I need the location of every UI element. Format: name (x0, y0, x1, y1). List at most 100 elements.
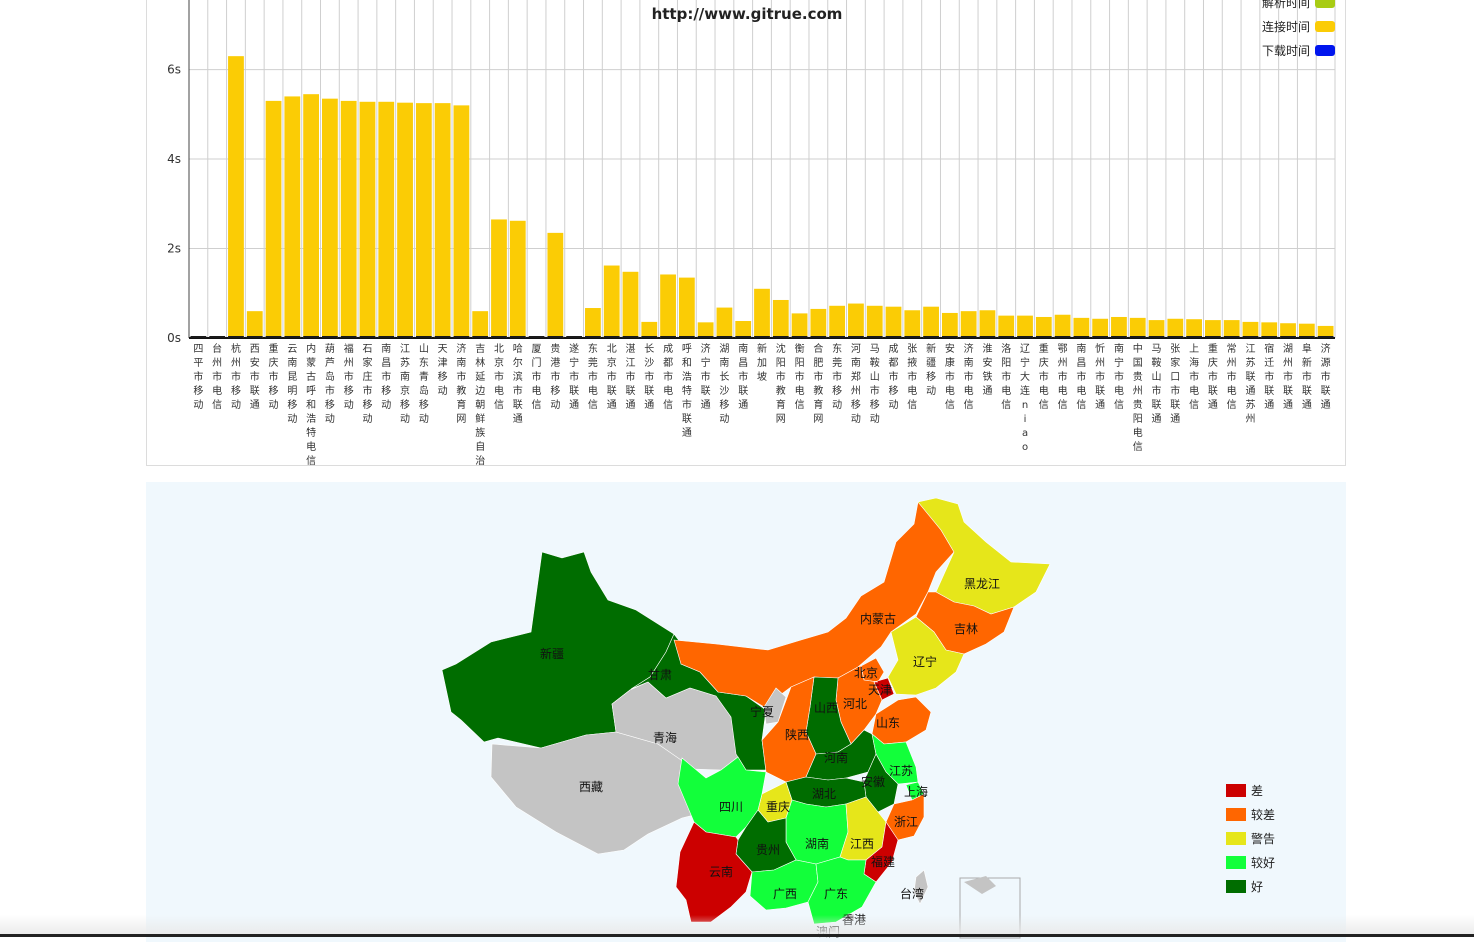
bar[interactable] (1280, 323, 1296, 338)
bar[interactable] (979, 310, 996, 338)
x-tick-label: 天津移动 (438, 344, 448, 397)
bar-baseline (1242, 336, 1259, 338)
x-tick-label: 内蒙古呼和浩特电信 (306, 342, 316, 467)
y-tick-label: 6s (167, 63, 181, 77)
province-广东[interactable] (807, 856, 877, 925)
bar[interactable] (246, 311, 263, 338)
bar[interactable] (415, 103, 432, 338)
bar-baseline (1167, 336, 1184, 338)
bar[interactable] (603, 265, 620, 338)
bar-baseline (1073, 336, 1090, 338)
bar[interactable] (941, 312, 958, 338)
bar[interactable] (265, 100, 282, 338)
x-tick-label: 福州市移动 (344, 342, 354, 411)
province-西藏[interactable] (490, 731, 707, 855)
bar[interactable] (1111, 316, 1127, 338)
bar-baseline (1017, 336, 1033, 338)
bar-baseline (1317, 336, 1334, 338)
bar[interactable] (810, 308, 827, 338)
bar-baseline (829, 336, 846, 338)
bar-baseline (1223, 336, 1240, 338)
bar[interactable] (434, 103, 451, 338)
x-tick-label: 云南昆明移动 (287, 344, 297, 425)
bar[interactable] (1148, 320, 1165, 338)
bar[interactable] (359, 101, 376, 338)
x-tick-label: 石家庄市移动 (362, 344, 372, 425)
bar[interactable] (754, 288, 770, 338)
bar[interactable] (1167, 318, 1184, 338)
bar[interactable] (1054, 314, 1071, 338)
bar[interactable] (509, 220, 526, 338)
bar[interactable] (1242, 321, 1259, 338)
bar[interactable] (904, 310, 921, 338)
bar[interactable] (772, 299, 789, 338)
bar[interactable] (585, 308, 601, 338)
bar-baseline (209, 336, 226, 338)
bar[interactable] (885, 306, 902, 338)
province-label: 福建 (871, 854, 895, 869)
bar[interactable] (735, 321, 752, 338)
chart-title: http://www.gitrue.com (652, 5, 843, 23)
bar[interactable] (1129, 317, 1146, 338)
province-label: 广西 (773, 887, 797, 901)
province-甘肃[interactable] (630, 633, 767, 771)
bar[interactable] (322, 98, 338, 338)
bar-baseline (585, 336, 601, 338)
bar[interactable] (791, 313, 808, 338)
bar[interactable] (491, 219, 507, 338)
bar[interactable] (378, 101, 395, 338)
x-tick-label: 台州市电信 (212, 342, 222, 411)
bar[interactable] (1017, 315, 1033, 338)
bar[interactable] (303, 94, 320, 339)
bar[interactable] (1204, 320, 1221, 338)
x-tick-label: 南昌市电信 (1076, 342, 1086, 411)
bar[interactable] (848, 303, 864, 338)
bar[interactable] (923, 306, 939, 338)
bar[interactable] (960, 311, 977, 338)
bar[interactable] (547, 232, 564, 338)
bar[interactable] (1035, 316, 1052, 338)
bar[interactable] (641, 321, 658, 338)
bar-baseline (1186, 336, 1202, 338)
bar[interactable] (340, 100, 357, 338)
province-宁夏[interactable] (763, 687, 787, 725)
bar[interactable] (1298, 323, 1315, 338)
bar[interactable] (1186, 319, 1202, 338)
bar-baseline (547, 336, 564, 338)
bar[interactable] (716, 307, 733, 338)
bar[interactable] (1073, 317, 1090, 338)
bar[interactable] (866, 305, 883, 338)
bar[interactable] (1261, 322, 1278, 338)
bar-baseline (791, 336, 808, 338)
bar-baseline (1054, 336, 1071, 338)
province-湖南[interactable] (785, 799, 849, 865)
bar[interactable] (678, 277, 695, 338)
bar[interactable] (1317, 325, 1334, 338)
bar-baseline (941, 336, 958, 338)
bar[interactable] (998, 315, 1015, 338)
bar[interactable] (829, 305, 846, 338)
province-云南[interactable] (675, 821, 753, 923)
bar-baseline (509, 336, 526, 338)
bar[interactable] (284, 96, 301, 338)
bar[interactable] (1092, 318, 1109, 338)
province-label: 重庆 (766, 800, 790, 814)
province-辽宁[interactable] (887, 616, 965, 696)
bar[interactable] (228, 56, 244, 338)
bar[interactable] (660, 274, 676, 338)
bar[interactable] (622, 271, 639, 338)
bar[interactable] (453, 105, 470, 338)
x-tick-label: 济南市教育网 (456, 342, 466, 425)
x-tick-label: 忻州市联通 (1095, 342, 1105, 411)
province-label: 广东 (824, 887, 848, 901)
province-内蒙古[interactable] (673, 501, 955, 708)
bar-baseline (397, 336, 413, 338)
bar[interactable] (697, 322, 714, 338)
bar[interactable] (472, 311, 489, 338)
province-台湾[interactable] (913, 869, 929, 905)
x-tick-label: 沈阳市教育网 (776, 342, 786, 425)
province-黑龙江[interactable] (917, 497, 1051, 615)
x-tick-label: 厦门市电信 (532, 343, 542, 411)
bar[interactable] (397, 102, 413, 339)
bar[interactable] (1223, 320, 1240, 338)
